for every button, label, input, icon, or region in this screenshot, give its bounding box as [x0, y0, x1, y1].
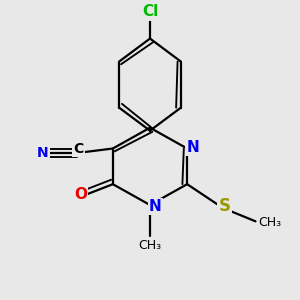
Text: CH₃: CH₃	[259, 216, 282, 229]
Text: N: N	[37, 146, 49, 160]
Text: N: N	[186, 140, 199, 154]
Text: S: S	[218, 197, 230, 215]
Text: N: N	[149, 199, 162, 214]
Text: Cl: Cl	[142, 4, 158, 19]
Text: C: C	[74, 142, 84, 155]
Text: O: O	[74, 187, 87, 202]
Text: CH₃: CH₃	[138, 239, 162, 252]
